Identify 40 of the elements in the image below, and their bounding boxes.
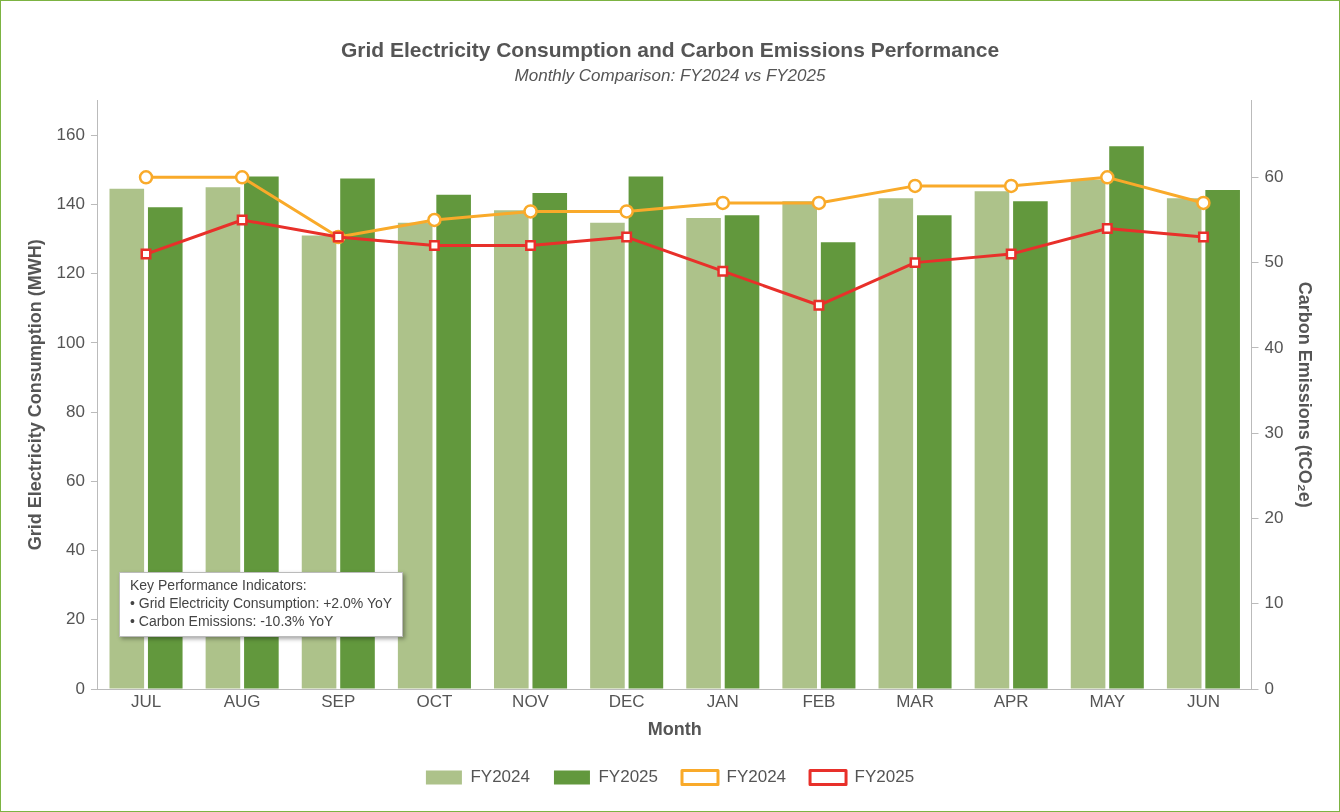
- legend-label: FY2024: [726, 767, 787, 787]
- x-tick-label: OCT: [416, 691, 453, 711]
- x-tick-label: JUN: [1186, 691, 1220, 711]
- y-tick-label: 0: [75, 678, 85, 698]
- annotation: Key Performance Indicators:: [130, 576, 308, 594]
- y-tick-label: 80: [66, 401, 85, 421]
- x-tick-label: FEB: [802, 691, 836, 711]
- x-tick-label: JAN: [706, 691, 739, 711]
- chart-title: Grid Electricity Consumption and Carbon Emissions Performance: [340, 38, 1000, 62]
- x-axis-title: Month: [647, 719, 702, 740]
- x-tick-label: JUL: [130, 691, 162, 711]
- y2-tick-label: 20: [1264, 508, 1284, 528]
- x-tick-label: APR: [993, 691, 1029, 711]
- y-tick-label: 120: [56, 263, 85, 283]
- x-tick-label: MAY: [1089, 691, 1126, 711]
- annotation: • Carbon Emissions: -10.3% YoY: [130, 612, 335, 630]
- y2-tick-label: 50: [1264, 252, 1284, 272]
- legend-label: FY2024: [470, 767, 530, 787]
- x-tick-label: SEP: [321, 691, 356, 711]
- y-tick-label: 160: [56, 124, 85, 144]
- y2-tick-label: 10: [1264, 593, 1284, 613]
- y-tick-label: 40: [66, 540, 85, 560]
- x-tick-label: MAR: [896, 691, 934, 711]
- chart-subtitle: Monthly Comparison: FY2024 vs FY2025: [514, 66, 826, 86]
- y-axis-title: Grid Electricity Consumption (MWH): [24, 239, 45, 551]
- y2-tick-label: 60: [1264, 167, 1284, 187]
- y-tick-label: 20: [66, 609, 85, 629]
- x-tick-label: NOV: [512, 691, 550, 711]
- annotation: • Grid Electricity Consumption: +2.0% YoY: [130, 594, 393, 612]
- y-tick-label: 60: [66, 471, 85, 491]
- x-tick-label: AUG: [223, 691, 261, 711]
- x-tick-label: DEC: [608, 691, 645, 711]
- y-tick-label: 140: [56, 194, 85, 214]
- y-tick-label: 100: [56, 332, 85, 352]
- y2-tick-label: 0: [1264, 678, 1274, 698]
- legend-label: FY2025: [598, 767, 659, 787]
- legend-label: FY2025: [854, 767, 915, 787]
- y2-axis-title: Carbon Emissions (tCO₂e): [1295, 281, 1316, 508]
- y2-tick-label: 30: [1264, 422, 1284, 442]
- y2-tick-label: 40: [1264, 337, 1284, 357]
